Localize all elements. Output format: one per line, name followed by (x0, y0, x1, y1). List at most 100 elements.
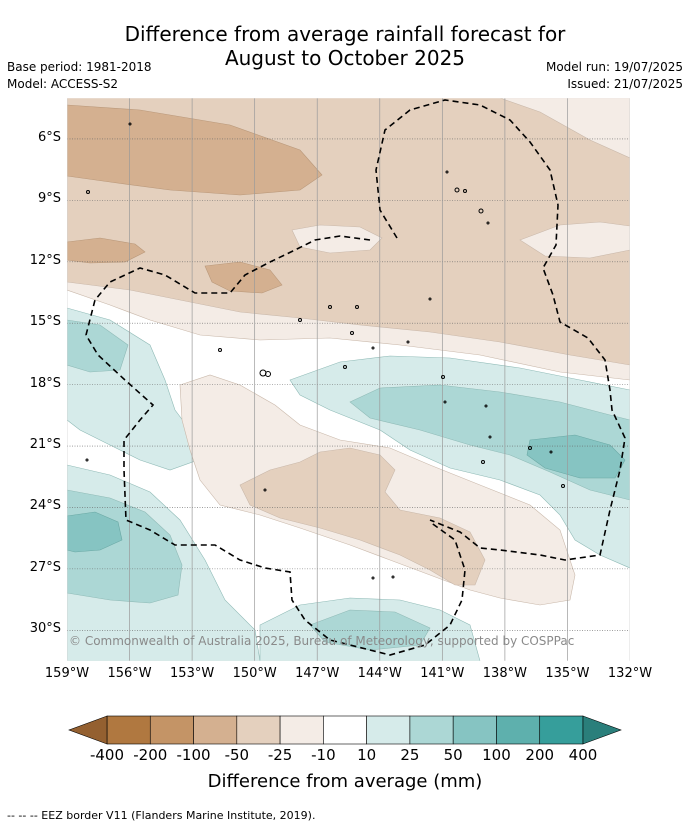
colorbar-extend-low (68, 715, 108, 745)
island-18 (443, 400, 447, 404)
colorbar-title: Difference from average (mm) (207, 771, 483, 792)
island-9 (355, 305, 359, 309)
island-17 (441, 375, 445, 379)
longitude-tick-label: 132°W (607, 666, 653, 681)
colorbar-swatch (106, 715, 151, 745)
island-24 (561, 484, 565, 488)
region-dry-light-patch (291, 224, 383, 254)
longitude-tick-label: 138°W (482, 666, 527, 681)
colorbar-swatch (366, 715, 411, 745)
eez-border-french-polynesia-north (375, 99, 626, 561)
title-line-1: Difference from average rainfall forecas… (124, 22, 566, 46)
longitude-tick-label: 147°W (295, 666, 340, 681)
latitude-tick-label: 12°S (29, 252, 61, 268)
island-26 (263, 488, 267, 492)
colorbar-tick-label: 50 (443, 746, 463, 764)
latitude-tick-label: 30°S (29, 621, 61, 637)
map-frame (66, 97, 631, 662)
copyright-notice: © Commonwealth of Australia 2025, Bureau… (69, 634, 575, 648)
colorbar-extend-high (582, 715, 622, 745)
colorbar-swatch (323, 715, 367, 745)
islands (85, 122, 565, 580)
colorbar-tick-label: 10 (357, 746, 377, 764)
latitude-tick-label: 9°S (37, 191, 61, 207)
latitude-tick-label: 21°S (29, 437, 61, 453)
island-15 (343, 365, 347, 369)
island-4 (463, 189, 467, 193)
region-wet-moderate-west (67, 319, 129, 373)
island-2 (86, 190, 90, 194)
colorbar-tick-label: 100 (482, 746, 511, 764)
longitude-tick-label: 156°W (107, 666, 152, 681)
region-dry-strong-w (67, 237, 146, 264)
latitude-tick-label: 6°S (37, 129, 61, 145)
island-6 (445, 170, 449, 174)
island-20 (488, 435, 492, 439)
island-10 (298, 318, 302, 322)
colorbar-swatch (409, 715, 454, 745)
eez-borders (85, 99, 626, 656)
region-neutral-ne (519, 221, 630, 259)
issued-date: Issued: 21/07/2025 (567, 77, 683, 91)
base-period: Base period: 1981-2018 (7, 60, 152, 74)
island-3 (454, 187, 460, 193)
colorbar-tick-label: -50 (224, 746, 250, 764)
latitude-tick-label: 15°S (29, 314, 61, 330)
colorbar-tick-label: 200 (525, 746, 555, 764)
map-area (67, 98, 630, 661)
colorbar-tick-label: -25 (267, 746, 293, 764)
island-7 (486, 221, 490, 225)
island-11 (350, 331, 354, 335)
island-27 (371, 576, 375, 580)
island-12 (218, 348, 222, 352)
island-22 (528, 446, 532, 450)
model-name: Model: ACCESS-S2 (7, 77, 119, 91)
island-28 (391, 575, 395, 579)
latitude-tick-label: 24°S (29, 498, 61, 514)
island-29 (406, 340, 410, 344)
latitude-tick-label: 18°S (29, 375, 61, 391)
graticule (67, 98, 630, 661)
longitude-tick-label: 150°W (232, 666, 277, 681)
colorbar-tick-label: -100 (176, 746, 211, 764)
colorbar-swatch (193, 715, 238, 745)
longitude-tick-label: 159°W (44, 666, 90, 681)
island-5 (478, 208, 484, 214)
island-14 (265, 371, 271, 377)
model-run: Model run: 19/07/2025 (545, 60, 683, 74)
meta-left: Base period: 1981-2018 Model: ACCESS-S2 (7, 59, 152, 93)
title-line-2: August to October 2025 (224, 46, 466, 70)
region-dry-moderate-south (239, 447, 486, 586)
eez-legend: -- -- -- EEZ border V11 (Flanders Marine… (7, 809, 316, 822)
longitude-tick-label: 135°W (545, 666, 590, 681)
colorbar-tick-label: -200 (133, 746, 168, 764)
island-25 (85, 458, 89, 462)
island-21 (481, 460, 485, 464)
map-title: Difference from average rainfall forecas… (0, 22, 690, 70)
island-23 (549, 450, 553, 454)
colorbar (68, 715, 622, 745)
latitude-tick-label: 27°S (29, 559, 61, 575)
island-16 (371, 346, 375, 350)
colorbar-tick-label: -10 (311, 746, 336, 764)
colorbar-tick-label: 400 (568, 746, 598, 764)
colorbar-swatch (279, 715, 324, 745)
longitude-tick-label: 144°W (357, 666, 402, 681)
region-dry-strong-c (204, 261, 283, 294)
colorbar-swatch (452, 715, 497, 745)
colorbar-swatch (496, 715, 541, 745)
region-dry-strong-nw (67, 104, 323, 196)
longitude-tick-label: 153°W (170, 666, 215, 681)
region-wet-strong-sw (67, 511, 123, 553)
island-8 (328, 305, 332, 309)
island-1 (128, 122, 132, 126)
colorbar-tick-label: 25 (400, 746, 420, 764)
eez-border-cook-islands (85, 235, 466, 656)
longitude-tick-label: 141°W (420, 666, 465, 681)
island-30 (428, 297, 432, 301)
colorbar-swatch (149, 715, 194, 745)
meta-right: Model run: 19/07/2025 Issued: 21/07/2025 (546, 59, 683, 93)
colorbar-swatch (539, 715, 584, 745)
colorbar-tick-label: -400 (89, 746, 125, 764)
